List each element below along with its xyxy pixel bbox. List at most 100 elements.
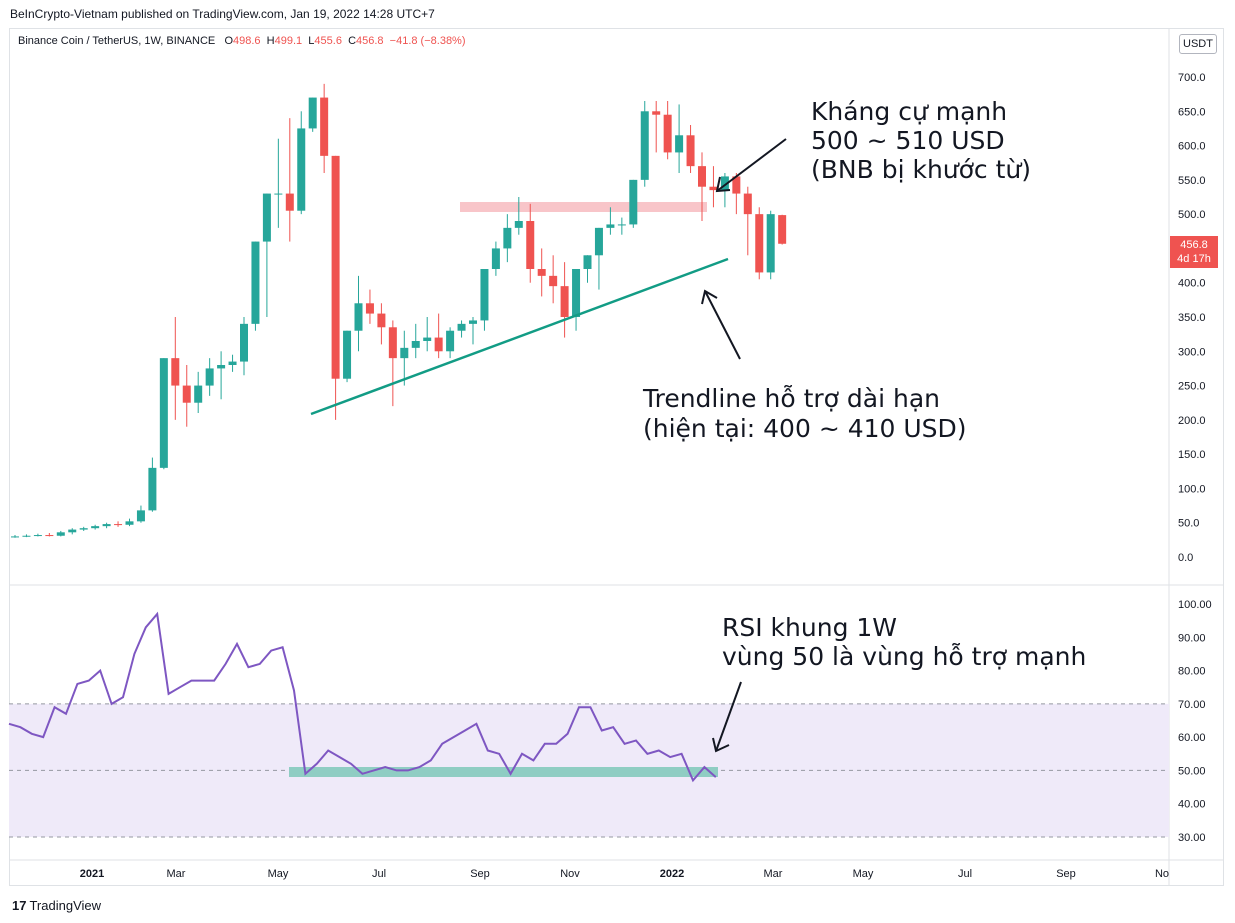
resistance-note-line1: Kháng cự mạnh: [811, 97, 1007, 126]
close-label: C: [348, 35, 357, 47]
rsi-note-line2: vùng 50 là vùng hỗ trợ mạnh: [722, 642, 1086, 671]
candle-body: [217, 365, 226, 369]
trendline-note-line2: (hiện tại: 400 ~ 410 USD): [643, 414, 967, 443]
candle-body: [423, 337, 432, 341]
low-label: L: [308, 35, 315, 47]
candle-body: [331, 155, 340, 379]
price-tick-label: 200.0: [1178, 415, 1206, 427]
candle-body: [720, 176, 729, 191]
candle-body: [171, 358, 180, 386]
candle-body: [526, 221, 535, 269]
candle-body: [606, 224, 615, 228]
price-tick-label: 50.0: [1178, 518, 1199, 530]
time-tick-label: Nov: [560, 868, 580, 880]
candle-body: [11, 536, 19, 538]
high-value: 499.1: [274, 35, 303, 47]
time-tick-label: Sep: [470, 868, 490, 880]
candle: [766, 210, 775, 280]
candle: [572, 269, 581, 331]
candle: [22, 534, 31, 538]
rsi-tick-label: 70.00: [1178, 699, 1206, 711]
chart-legend: Binance Coin / TetherUS, 1W, BINANCE O49…: [18, 35, 466, 47]
resistance-note-line2: 500 ~ 510 USD: [811, 126, 1005, 155]
candle-body: [114, 524, 123, 526]
rsi-tick-label: 30.00: [1178, 832, 1206, 844]
candle: [217, 351, 226, 400]
time-axis: 2021 Mar May Jul Sep Nov 2022 Mar May Jul Sep No: [80, 868, 1169, 880]
candle: [159, 358, 168, 470]
candle-body: [297, 128, 306, 211]
candle: [526, 203, 535, 283]
candle: [549, 255, 558, 304]
candle: [640, 101, 649, 187]
candle-body: [205, 368, 214, 386]
candle-body: [698, 166, 706, 187]
last-price-value: 456.8: [1180, 239, 1208, 251]
last-price-tag: 456.8 4d 17h: [1170, 236, 1218, 268]
candle: [205, 358, 214, 396]
candle-body: [400, 347, 409, 359]
candle: [11, 535, 19, 538]
tradingview-footer[interactable]: 17 TradingView: [12, 898, 101, 913]
symbol-label[interactable]: Binance Coin / TetherUS, 1W, BINANCE: [18, 35, 216, 47]
time-tick-label: 2021: [80, 868, 104, 880]
candle: [446, 327, 455, 359]
price-tick-label: 150.0: [1178, 449, 1206, 461]
candle-body: [251, 241, 260, 324]
candle: [606, 207, 615, 235]
resistance-arrow: [716, 138, 787, 192]
candle-body: [640, 111, 649, 180]
price-axis: 700.0650.0600.0550.0500.0450.0400.0350.0…: [1178, 72, 1206, 564]
trendline-arrow-head: [701, 289, 718, 305]
candle-body: [629, 179, 638, 225]
candle-body: [194, 385, 203, 403]
candle: [320, 83, 329, 173]
rsi-axis: 100.00 90.00 80.00 70.00 60.00 50.00 40.00 30.0…: [1178, 599, 1212, 844]
rsi-note-line1: RSI khung 1W: [722, 613, 897, 642]
price-tick-label: 250.0: [1178, 381, 1206, 393]
candle-body: [732, 176, 741, 194]
candle-body: [262, 193, 271, 242]
candle-body: [274, 193, 283, 195]
time-tick-label: No: [1155, 868, 1169, 880]
candle: [743, 186, 752, 256]
close-value: 456.8: [356, 35, 384, 47]
candle: [411, 323, 420, 359]
candle: [491, 241, 500, 276]
candle-body: [365, 303, 374, 314]
candle-body: [159, 358, 168, 468]
candle-body: [537, 269, 546, 276]
price-tick-label: 0.0: [1178, 552, 1193, 564]
candle-body: [686, 135, 695, 167]
candle: [102, 522, 111, 529]
candle: [377, 303, 386, 345]
candle: [125, 518, 134, 527]
candle: [617, 217, 626, 235]
candle-body: [778, 215, 787, 244]
candle-body: [411, 341, 420, 348]
candle: [732, 173, 741, 215]
candle: [560, 262, 569, 338]
candle: [537, 248, 546, 297]
candle-body: [709, 186, 718, 191]
price-tick-label: 300.0: [1178, 346, 1206, 358]
candle-body: [33, 535, 42, 537]
candle-body: [56, 532, 65, 536]
price-tick-label: 550.0: [1178, 175, 1206, 187]
candle-body: [68, 529, 77, 533]
time-tick-label: Jul: [958, 868, 972, 880]
candle-body: [491, 248, 500, 269]
candle-body: [446, 330, 455, 352]
candle: [45, 533, 54, 537]
candle: [400, 330, 409, 386]
currency-button[interactable]: USDT: [1179, 34, 1217, 54]
candle: [274, 138, 283, 228]
candle: [79, 526, 88, 531]
candle-body: [320, 97, 329, 156]
candle-body: [91, 526, 100, 529]
candles-series: [11, 83, 787, 538]
rsi-arrow: [715, 681, 742, 752]
price-tick-label: 700.0: [1178, 72, 1206, 84]
candle-body: [148, 467, 157, 511]
